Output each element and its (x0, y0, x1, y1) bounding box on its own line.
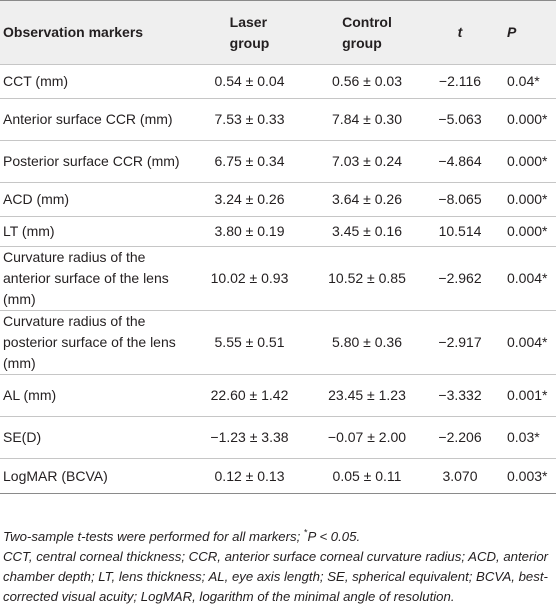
cell-marker: SE(D) (0, 416, 190, 459)
cell-laser: 3.24 ± 0.26 (190, 182, 309, 217)
cell-laser: 22.60 ± 1.42 (190, 374, 309, 417)
footnote-tests: Two-sample t-tests were performed for al… (3, 527, 555, 547)
cell-marker: AL (mm) (0, 374, 190, 417)
cell-control: 23.45 ± 1.23 (309, 374, 425, 417)
cell-marker: LogMAR (BCVA) (0, 458, 190, 494)
table-row: SE(D) −1.23 ± 3.38 −0.07 ± 2.00 −2.206 0.03* (0, 416, 556, 459)
footnote-tests-text: Two-sample t-tests were performed for al… (3, 529, 304, 544)
cell-t: −3.332 (425, 374, 495, 417)
cell-laser: 3.80 ± 0.19 (190, 216, 309, 247)
cell-p: 0.000* (495, 182, 556, 217)
cell-t: −5.063 (425, 98, 495, 141)
header-laser-group: Laser group (190, 0, 309, 65)
results-table: Observation markers Laser group Control … (0, 0, 556, 494)
footnote-significance: P < 0.05. (307, 529, 361, 544)
cell-laser: 5.55 ± 0.51 (190, 310, 309, 375)
cell-t: 3.070 (425, 458, 495, 494)
header-observation-markers: Observation markers (0, 0, 190, 65)
cell-laser: 0.54 ± 0.04 (190, 64, 309, 99)
cell-control: 3.45 ± 0.16 (309, 216, 425, 247)
cell-t: −8.065 (425, 182, 495, 217)
table-row: AL (mm) 22.60 ± 1.42 23.45 ± 1.23 −3.332 0.0… (0, 374, 556, 417)
cell-p: 0.001* (495, 374, 556, 417)
table-row: Anterior surface CCR (mm) 7.53 ± 0.33 7.84… (0, 98, 556, 141)
table-row: LogMAR (BCVA) 0.12 ± 0.13 0.05 ± 0.11 3.070… (0, 458, 556, 494)
cell-marker: Curvature radius of the anterior surface… (0, 246, 190, 311)
cell-p: 0.003* (495, 458, 556, 494)
table-row: Posterior surface CCR (mm) 6.75 ± 0.34 7.0… (0, 140, 556, 183)
table-row: Curvature radius of the posterior surfac… (0, 310, 556, 375)
header-laser-line2: group (229, 34, 270, 51)
cell-t: −4.864 (425, 140, 495, 183)
cell-marker: CCT (mm) (0, 64, 190, 99)
cell-marker: ACD (mm) (0, 182, 190, 217)
cell-p: 0.04* (495, 64, 556, 99)
cell-laser: 10.02 ± 0.93 (190, 246, 309, 311)
cell-marker: Posterior surface CCR (mm) (0, 140, 190, 183)
header-control-line2: group (342, 34, 382, 51)
table-row: CCT (mm) 0.54 ± 0.04 0.56 ± 0.03 −2.116 0.04… (0, 64, 556, 99)
table-row: Curvature radius of the anterior surface… (0, 246, 556, 311)
cell-control: 7.84 ± 0.30 (309, 98, 425, 141)
table-footnotes: Two-sample t-tests were performed for al… (3, 527, 555, 607)
cell-p: 0.000* (495, 98, 556, 141)
cell-t: −2.917 (425, 310, 495, 375)
cell-control: 0.05 ± 0.11 (309, 458, 425, 494)
cell-laser: 0.12 ± 0.13 (190, 458, 309, 494)
cell-p: 0.03* (495, 416, 556, 459)
cell-control: 10.52 ± 0.85 (309, 246, 425, 311)
cell-marker: Anterior surface CCR (mm) (0, 98, 190, 141)
header-laser-line1: Laser (229, 13, 268, 30)
header-control-line1: Control (342, 13, 392, 30)
header-p: P (495, 0, 556, 65)
cell-control: 3.64 ± 0.26 (309, 182, 425, 217)
cell-t: −2.116 (425, 64, 495, 99)
cell-control: 7.03 ± 0.24 (309, 140, 425, 183)
header-t: t (425, 0, 495, 65)
cell-p: 0.000* (495, 140, 556, 183)
cell-t: 10.514 (425, 216, 495, 247)
cell-laser: 7.53 ± 0.33 (190, 98, 309, 141)
cell-p: 0.004* (495, 310, 556, 375)
table-row: ACD (mm) 3.24 ± 0.26 3.64 ± 0.26 −8.065 0.00… (0, 182, 556, 217)
table-header-row: Observation markers Laser group Control … (0, 0, 556, 65)
cell-control: −0.07 ± 2.00 (309, 416, 425, 459)
cell-marker: Curvature radius of the posterior surfac… (0, 310, 190, 375)
cell-laser: −1.23 ± 3.38 (190, 416, 309, 459)
cell-p: 0.000* (495, 216, 556, 247)
cell-t: −2.962 (425, 246, 495, 311)
table-row: LT (mm) 3.80 ± 0.19 3.45 ± 0.16 10.514 0.000… (0, 216, 556, 247)
footnote-abbreviations: CCT, central corneal thickness; CCR, ant… (3, 549, 549, 604)
cell-control: 5.80 ± 0.36 (309, 310, 425, 375)
cell-marker: LT (mm) (0, 216, 190, 247)
cell-control: 0.56 ± 0.03 (309, 64, 425, 99)
header-control-group: Control group (309, 0, 425, 65)
cell-p: 0.004* (495, 246, 556, 311)
cell-t: −2.206 (425, 416, 495, 459)
cell-laser: 6.75 ± 0.34 (190, 140, 309, 183)
footnote-asterisk: * (303, 527, 308, 538)
